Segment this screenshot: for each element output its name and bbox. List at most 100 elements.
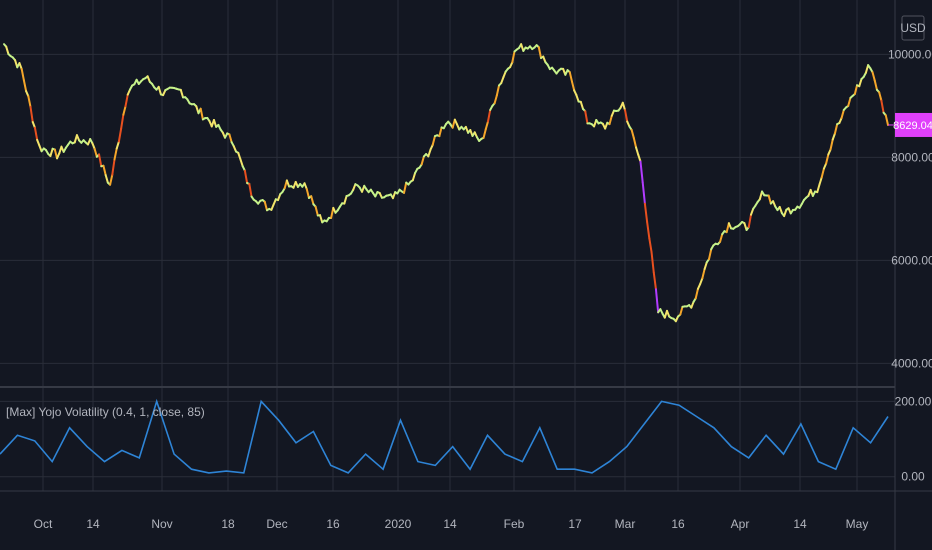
price-segment [632,137,638,149]
price-segment [248,182,253,198]
price-segment [853,84,859,96]
price-segment [829,138,834,151]
price-segment [666,309,671,318]
indicator-tick-label: 0.00 [901,470,925,484]
price-segment [816,183,821,194]
price-segment [484,120,489,131]
price-segment [703,261,708,271]
time-tick-label: 2020 [385,517,412,531]
price-segment [621,101,627,112]
price-segment [199,107,204,121]
time-tick-label: May [846,517,869,531]
price-segment [873,79,878,91]
price-segment [699,277,704,286]
price-segment [871,71,876,82]
price-segment [212,118,218,128]
price-series [3,43,895,323]
time-tick-label: 17 [568,517,582,531]
price-segment [482,128,487,139]
price-segment [884,114,889,126]
price-segment [18,62,23,70]
price-segment [438,126,443,138]
price-segment [579,100,585,110]
time-tick-label: 14 [443,517,457,531]
price-axis[interactable]: 4000.00 6000.00 8000.00 10000.00 0.00 200.00 [888,47,932,483]
price-segment [33,126,39,141]
price-segment [49,147,54,158]
currency-label: USD [900,21,926,35]
price-segment [880,99,885,114]
price-segment [840,108,845,119]
price-segment [650,250,655,274]
price-segment [858,78,863,88]
price-segment [831,132,836,141]
price-segment [343,195,348,205]
time-tick-label: Mar [615,517,636,531]
price-segment [124,93,129,108]
price-segment [31,121,36,129]
price-segment [117,127,123,143]
price-segment [635,146,640,156]
currency-box[interactable]: USD [900,15,926,41]
price-segment [228,133,233,144]
price-segment [654,288,660,314]
price-segment [109,173,114,186]
price-segment [237,151,242,161]
price-segment [701,268,706,280]
grid-lines [0,0,895,491]
price-segment [263,200,268,212]
price-segment [98,153,103,168]
price-segment [707,248,713,261]
price-segment [36,138,41,147]
price-segment [604,121,609,130]
price-segment [847,96,852,107]
last-price-value: 8629.04 [893,120,932,132]
price-segment [694,287,699,300]
price-segment [641,181,646,205]
time-tick-label: Oct [34,517,53,531]
price-segment [486,108,492,123]
price-segment [22,79,28,93]
price-segment [303,182,308,191]
price-segment [314,205,319,217]
price-segment [878,91,883,102]
time-tick-label: Dec [266,517,287,531]
price-segment [825,153,830,165]
price-segment [648,237,653,253]
price-segment [542,55,547,64]
price-segment [690,300,695,309]
price-segment [157,85,162,96]
price-segment [391,191,397,200]
price-segment [570,80,576,92]
indicator-title[interactable]: [Max] Yojo Volatility (0.4, 1, close, 85… [6,405,205,419]
price-segment [493,94,498,105]
price-segment [115,140,120,150]
price-segment [833,123,839,135]
time-axis[interactable]: Oct 14 Nov 18 Dec 16 2020 14 Feb 17 Mar 16 Apr 14 May [34,517,869,531]
price-segment [285,179,291,188]
indicator-tick-label: 200.00 [895,394,932,408]
price-segment [29,105,34,124]
price-segment [767,194,772,205]
price-segment [104,174,109,184]
price-segment [239,158,244,168]
price-segment [783,208,788,218]
price-segment [630,128,635,140]
price-segment [511,50,516,64]
price-segment [643,202,649,223]
price-segment [111,158,116,176]
price-segment [864,64,870,74]
price-tick-label: 6000.00 [891,253,932,267]
price-segment [818,176,823,186]
price-segment [568,71,573,83]
price-segment [330,206,335,219]
time-tick-label: Feb [504,517,525,531]
price-segment [20,67,25,82]
price-segment [179,88,185,99]
price-segment [420,155,425,166]
price-segment [537,46,543,60]
price-segment [5,45,10,56]
last-price-label: 8629.04 [893,112,932,137]
